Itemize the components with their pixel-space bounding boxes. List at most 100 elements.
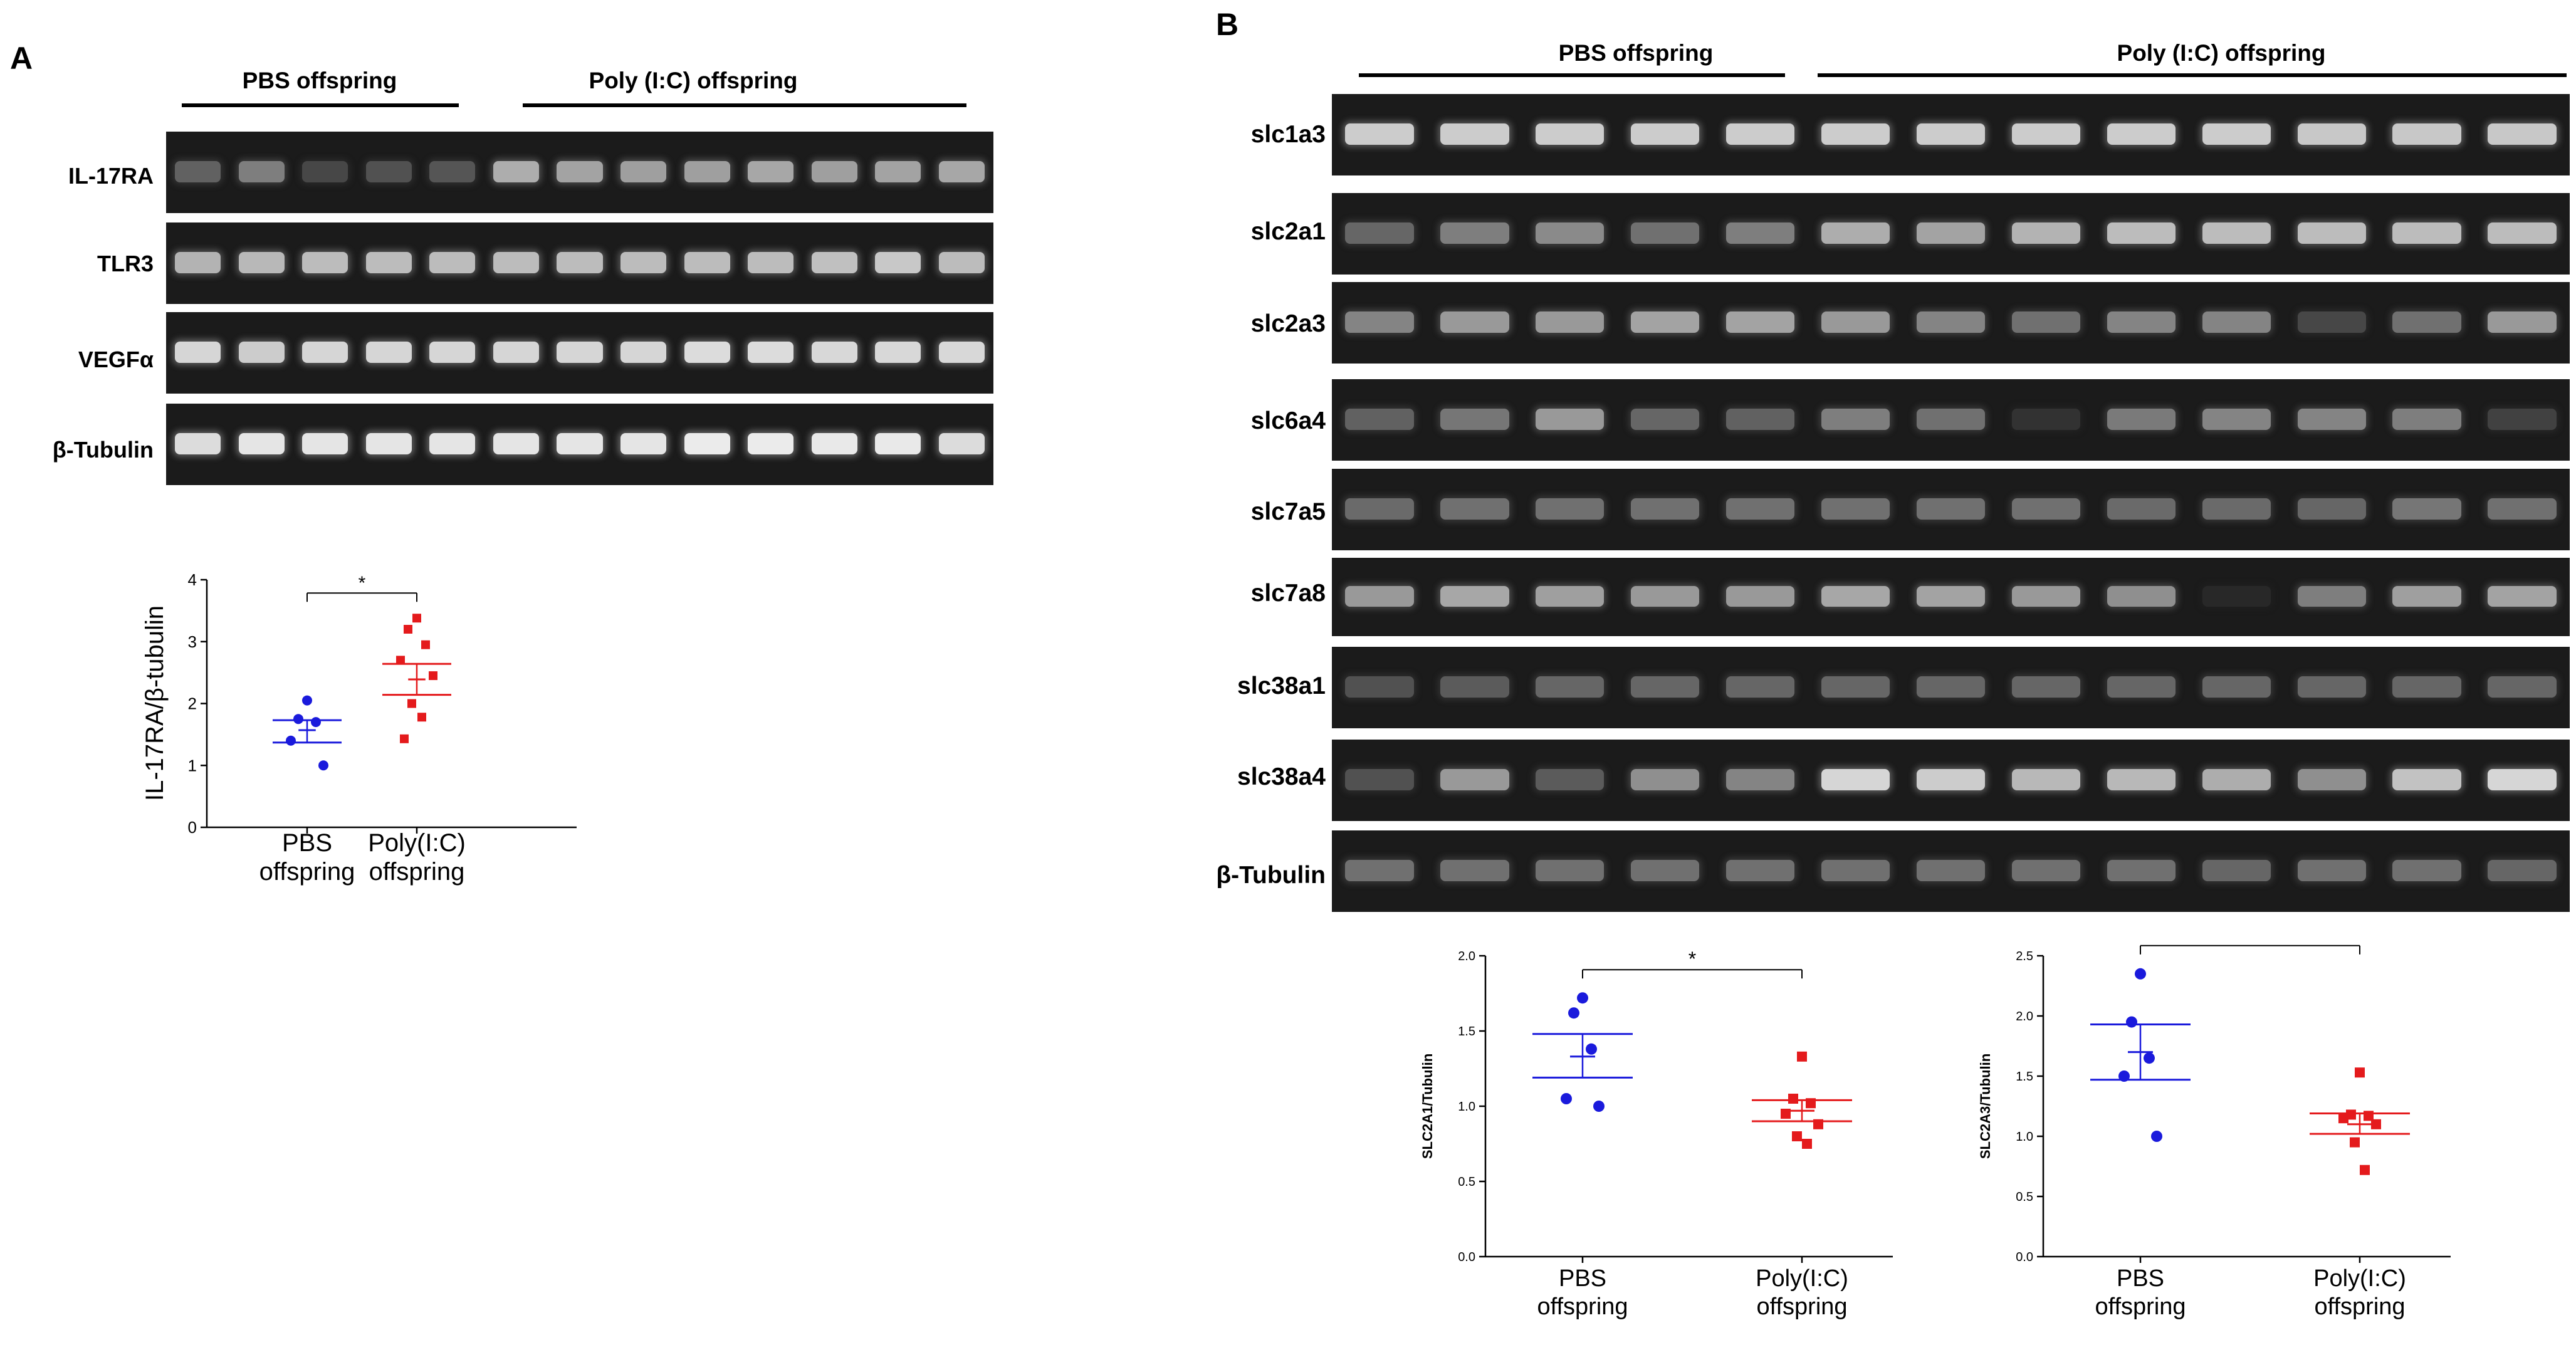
gel-band — [2297, 498, 2366, 520]
gel-band — [2297, 676, 2366, 698]
gel-band — [302, 432, 348, 454]
data-point — [318, 760, 328, 771]
gel-band — [620, 251, 667, 273]
gel-band — [429, 160, 476, 182]
panel-a-pbs-group-label: PBS offspring — [242, 68, 397, 93]
gel-label-beta-tubulin-a: β-Tubulin — [52, 437, 154, 463]
gel-band — [1345, 676, 1414, 698]
gel-band — [2107, 311, 2176, 333]
data-point — [302, 695, 312, 706]
y-tick-label: 2 — [188, 694, 197, 713]
y-tick-label: 1.5 — [2016, 1070, 2033, 1084]
gel-band — [1440, 859, 1509, 881]
y-tick-label: 4 — [188, 570, 197, 589]
gel-band — [1440, 586, 1509, 607]
gel-band — [1536, 311, 1605, 333]
data-point — [2371, 1119, 2381, 1129]
gel-slc7a5 — [1332, 469, 2570, 550]
y-tick-label: 1.0 — [2016, 1130, 2033, 1144]
gel-band — [2202, 768, 2271, 790]
gel-band — [1916, 859, 1986, 881]
data-point — [1781, 1109, 1791, 1119]
gel-band — [2297, 222, 2366, 244]
gel-band — [365, 341, 412, 363]
gel-band — [557, 160, 603, 182]
gel-band — [1821, 222, 1890, 244]
gel-band — [2107, 123, 2176, 145]
gel-band — [1821, 311, 1890, 333]
data-point — [407, 699, 416, 708]
data-point — [2144, 1052, 2155, 1064]
gel-il17ra — [166, 132, 993, 213]
panel-b-pbs-group-label: PBS offspring — [1558, 40, 1714, 66]
gel-band — [238, 160, 285, 182]
chart-il17ra: IL-17RA/β-tubulin 01234PBSoffspringPoly(… — [141, 570, 577, 886]
gel-slc2a1 — [1332, 193, 2570, 275]
gel-band — [684, 341, 730, 363]
y-tick-label: 1.5 — [1458, 1025, 1475, 1039]
gel-band — [1916, 586, 1986, 607]
chart-marks: 0.00.51.01.52.0PBSoffspringPoly(I:C)offs… — [1458, 948, 1852, 1320]
gel-band — [493, 251, 539, 273]
gel-band — [2202, 498, 2271, 520]
data-point — [293, 714, 303, 725]
gel-band — [175, 251, 221, 273]
gel-band — [1631, 586, 1700, 607]
gel-band — [1440, 222, 1509, 244]
gel-band — [1631, 408, 1700, 430]
data-point — [1802, 1139, 1812, 1149]
gel-band — [620, 341, 667, 363]
y-tick-label: 3 — [188, 632, 197, 651]
gel-beta-tubulin-a — [166, 404, 993, 485]
gel-band — [2297, 408, 2366, 430]
gel-band — [2392, 676, 2461, 698]
panel-a-polyic-group-label: Poly (I:C) offspring — [589, 68, 798, 93]
gel-band — [1631, 311, 1700, 333]
gel-slc2a3 — [1332, 282, 2570, 364]
gel-band — [2297, 586, 2366, 607]
gel-band — [2107, 498, 2176, 520]
gel-band — [938, 160, 985, 182]
gel-label-il17ra: IL-17RA — [68, 163, 154, 189]
gel-band — [620, 160, 667, 182]
y-axis-label: IL-17RA/β-tubulin — [141, 605, 169, 801]
x-tick-label: offspring — [2095, 1294, 2186, 1320]
gel-band — [2011, 498, 2081, 520]
x-tick-label: offspring — [369, 858, 465, 886]
gel-band — [1536, 768, 1605, 790]
gel-label-slc1a3: slc1a3 — [1250, 121, 1326, 148]
gel-label-slc2a3: slc2a3 — [1250, 310, 1326, 337]
data-point — [2360, 1164, 2370, 1175]
gel-band — [2011, 123, 2081, 145]
y-tick-label: 0.0 — [1458, 1250, 1475, 1264]
gel-band — [811, 341, 857, 363]
gel-band — [1725, 123, 1795, 145]
gel-band — [875, 432, 921, 454]
gel-band — [1725, 311, 1795, 333]
x-tick-label: Poly(I:C) — [368, 829, 466, 857]
gel-band — [1916, 222, 1986, 244]
gel-band — [2202, 859, 2271, 881]
gel-band — [557, 251, 603, 273]
gel-band — [1631, 676, 1700, 698]
gel-band — [2011, 676, 2081, 698]
gel-band — [1345, 222, 1414, 244]
gel-band — [684, 251, 730, 273]
gel-band — [1725, 408, 1795, 430]
gel-band — [2011, 408, 2081, 430]
data-point — [2364, 1111, 2374, 1121]
gel-band — [493, 341, 539, 363]
data-point — [1806, 1098, 1816, 1109]
gel-slc38a4 — [1332, 740, 2570, 821]
gel-band — [2202, 676, 2271, 698]
x-tick-label: offspring — [1756, 1294, 1847, 1320]
gel-band — [2202, 586, 2271, 607]
gel-band — [1725, 586, 1795, 607]
gel-band — [2488, 123, 2557, 145]
data-point — [421, 640, 430, 649]
gel-band — [1536, 222, 1605, 244]
gel-band — [2488, 768, 2557, 790]
data-point — [1586, 1043, 1597, 1055]
gel-band — [1536, 498, 1605, 520]
